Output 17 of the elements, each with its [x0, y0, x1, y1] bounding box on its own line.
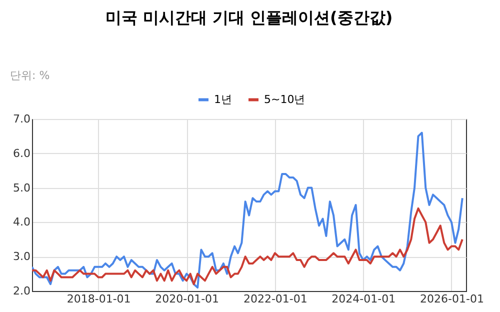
legend-label: 1년: [214, 92, 232, 106]
y-tick-label: 5.0: [13, 181, 30, 194]
y-tick-label: 6.0: [13, 146, 30, 160]
x-tick-label: 2022-01-01: [243, 292, 308, 306]
y-tick-label: 2.0: [13, 284, 30, 298]
line-series: [32, 207, 464, 286]
x-tick-label: 2024-01-01: [332, 292, 396, 306]
line-series: [32, 132, 464, 289]
x-tick-label: 2018-01-01: [66, 292, 131, 306]
chart-title: 미국 미시간대 기대 인플레이션(중간값): [105, 8, 393, 27]
y-tick-label: 4.0: [13, 216, 30, 229]
y-tick-label: 3.0: [13, 250, 30, 264]
x-tick-label: 2026-01-01: [420, 292, 484, 306]
legend-label: 5~10년: [264, 92, 306, 106]
x-tick-label: 2020-01-01: [155, 292, 220, 306]
y-tick-label: 7.0: [13, 112, 30, 126]
chart-subtitle: 단위: %: [10, 69, 50, 82]
